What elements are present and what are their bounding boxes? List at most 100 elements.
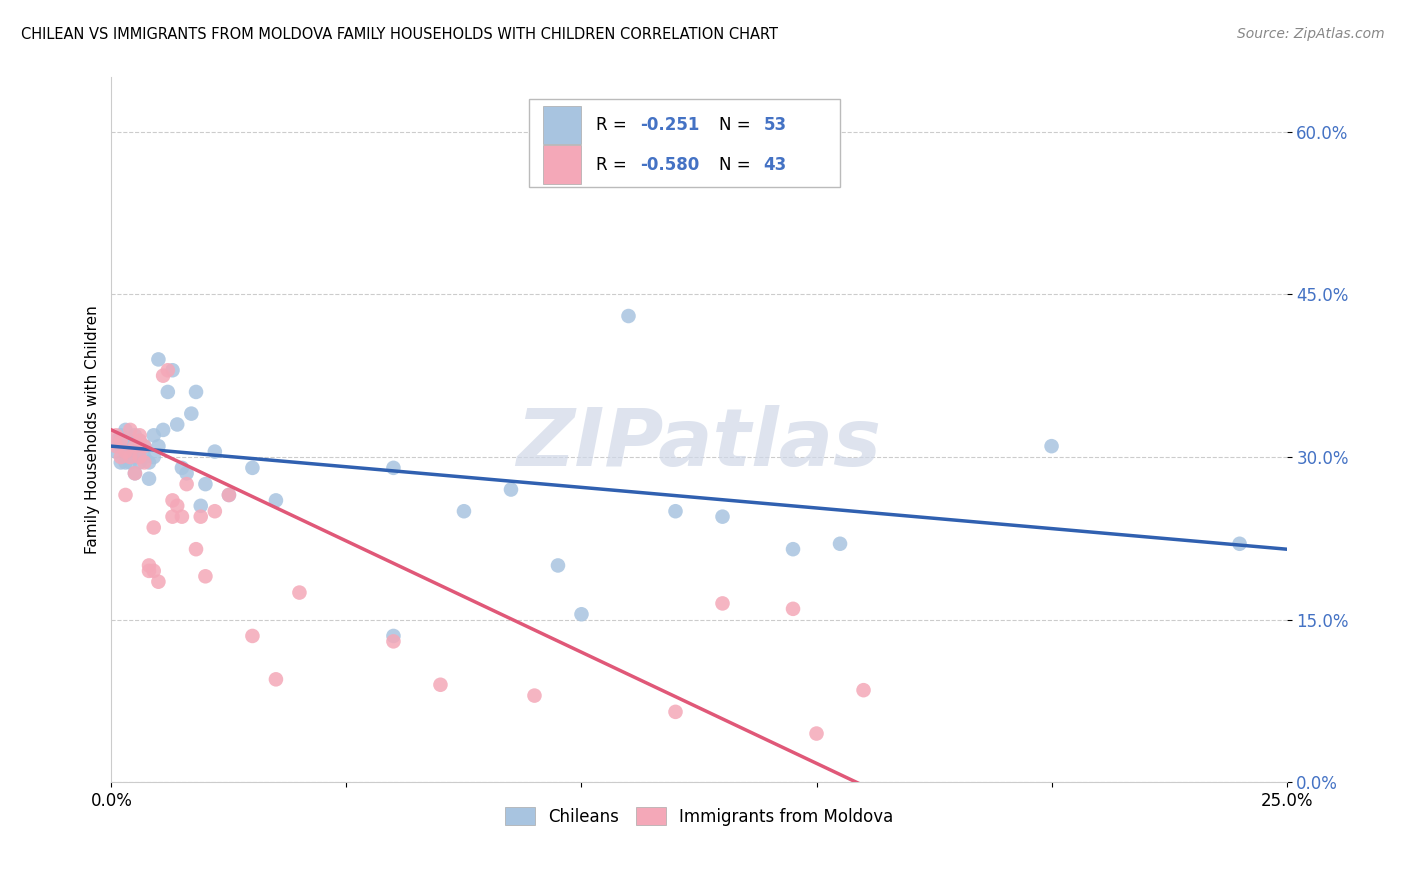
Point: [124, 439, 146, 453]
Point: [128, 434, 150, 448]
Point: [190, 509, 212, 524]
Point: [288, 585, 311, 599]
Point: [218, 488, 240, 502]
Text: 43: 43: [763, 156, 787, 174]
Point: [547, 558, 569, 573]
Point: [204, 504, 226, 518]
Point: [142, 520, 165, 534]
Point: [711, 596, 734, 610]
Point: [128, 428, 150, 442]
Point: [264, 673, 287, 687]
Point: [114, 455, 136, 469]
Point: [128, 444, 150, 458]
Point: [828, 537, 851, 551]
Point: [176, 467, 198, 481]
Text: -0.580: -0.580: [640, 156, 700, 174]
Point: [711, 509, 734, 524]
Point: [114, 444, 136, 458]
Point: [124, 450, 146, 464]
Text: N =: N =: [718, 156, 756, 174]
Point: [782, 542, 804, 557]
Point: [162, 493, 184, 508]
Point: [120, 434, 142, 448]
Point: [148, 439, 170, 453]
Point: [114, 423, 136, 437]
Point: [242, 460, 264, 475]
Point: [264, 493, 287, 508]
Point: [138, 564, 160, 578]
Point: [194, 569, 217, 583]
Text: N =: N =: [718, 116, 756, 134]
Point: [162, 509, 184, 524]
Y-axis label: Family Households with Children: Family Households with Children: [86, 306, 100, 554]
Point: [571, 607, 593, 622]
Point: [114, 439, 136, 453]
Point: [128, 455, 150, 469]
Point: [382, 634, 405, 648]
Point: [152, 368, 174, 383]
Point: [242, 629, 264, 643]
FancyBboxPatch shape: [543, 145, 582, 184]
Point: [184, 542, 207, 557]
Point: [134, 455, 156, 469]
Point: [184, 384, 207, 399]
Point: [156, 363, 179, 377]
Point: [105, 444, 128, 458]
Point: [105, 439, 128, 453]
Text: CHILEAN VS IMMIGRANTS FROM MOLDOVA FAMILY HOUSEHOLDS WITH CHILDREN CORRELATION C: CHILEAN VS IMMIGRANTS FROM MOLDOVA FAMIL…: [21, 27, 778, 42]
Point: [453, 504, 475, 518]
Point: [166, 417, 188, 432]
Point: [120, 423, 142, 437]
Point: [170, 460, 193, 475]
Point: [523, 689, 546, 703]
FancyBboxPatch shape: [529, 99, 839, 186]
Text: ZIPatlas: ZIPatlas: [516, 405, 882, 483]
Point: [138, 472, 160, 486]
Point: [176, 477, 198, 491]
Point: [148, 352, 170, 367]
Point: [170, 509, 193, 524]
Point: [664, 705, 686, 719]
Point: [114, 488, 136, 502]
Point: [382, 629, 405, 643]
Point: [114, 444, 136, 458]
Point: [124, 467, 146, 481]
FancyBboxPatch shape: [543, 105, 582, 145]
Point: [105, 428, 128, 442]
Point: [429, 678, 451, 692]
Point: [806, 726, 828, 740]
Point: [138, 455, 160, 469]
Point: [138, 558, 160, 573]
Text: 53: 53: [763, 116, 787, 134]
Point: [152, 423, 174, 437]
Point: [852, 683, 875, 698]
Point: [162, 363, 184, 377]
Point: [142, 450, 165, 464]
Point: [142, 564, 165, 578]
Point: [134, 450, 156, 464]
Point: [120, 444, 142, 458]
Text: -0.251: -0.251: [640, 116, 700, 134]
Point: [120, 450, 142, 464]
Point: [218, 488, 240, 502]
Point: [382, 460, 405, 475]
Point: [124, 428, 146, 442]
Legend: Chileans, Immigrants from Moldova: Chileans, Immigrants from Moldova: [496, 799, 901, 834]
Point: [782, 602, 804, 616]
Point: [1040, 439, 1063, 453]
Point: [120, 455, 142, 469]
Point: [110, 434, 132, 448]
Text: R =: R =: [596, 116, 631, 134]
Point: [194, 477, 217, 491]
Point: [664, 504, 686, 518]
Text: Source: ZipAtlas.com: Source: ZipAtlas.com: [1237, 27, 1385, 41]
Point: [142, 428, 165, 442]
Point: [128, 450, 150, 464]
Point: [1229, 537, 1251, 551]
Point: [128, 434, 150, 448]
Point: [110, 428, 132, 442]
Point: [148, 574, 170, 589]
Point: [617, 309, 640, 323]
Point: [166, 499, 188, 513]
Point: [110, 455, 132, 469]
